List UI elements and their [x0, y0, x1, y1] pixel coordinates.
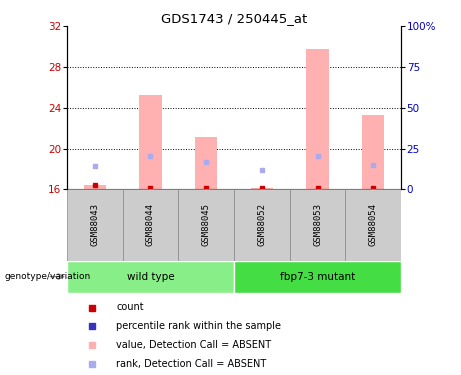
- Bar: [195, 137, 217, 189]
- FancyBboxPatch shape: [67, 261, 234, 292]
- Bar: [307, 49, 329, 189]
- Text: GSM88054: GSM88054: [369, 204, 378, 246]
- Text: genotype/variation: genotype/variation: [5, 272, 91, 281]
- FancyBboxPatch shape: [290, 189, 345, 261]
- FancyBboxPatch shape: [67, 189, 123, 261]
- Text: wild type: wild type: [127, 272, 174, 282]
- Text: GSM88053: GSM88053: [313, 204, 322, 246]
- Text: percentile rank within the sample: percentile rank within the sample: [116, 321, 281, 331]
- Title: GDS1743 / 250445_at: GDS1743 / 250445_at: [161, 12, 307, 25]
- Text: rank, Detection Call = ABSENT: rank, Detection Call = ABSENT: [116, 359, 266, 369]
- Bar: [251, 188, 273, 189]
- Text: GSM88043: GSM88043: [90, 204, 99, 246]
- Bar: [362, 115, 384, 189]
- Text: GSM88052: GSM88052: [257, 204, 266, 246]
- Text: count: count: [116, 303, 144, 312]
- FancyBboxPatch shape: [123, 189, 178, 261]
- FancyBboxPatch shape: [345, 189, 401, 261]
- Text: fbp7-3 mutant: fbp7-3 mutant: [280, 272, 355, 282]
- FancyBboxPatch shape: [178, 189, 234, 261]
- FancyBboxPatch shape: [234, 261, 401, 292]
- Bar: [139, 94, 161, 189]
- Bar: [83, 185, 106, 189]
- FancyBboxPatch shape: [234, 189, 290, 261]
- Text: GSM88044: GSM88044: [146, 204, 155, 246]
- Text: value, Detection Call = ABSENT: value, Detection Call = ABSENT: [116, 340, 271, 350]
- Text: GSM88045: GSM88045: [201, 204, 211, 246]
